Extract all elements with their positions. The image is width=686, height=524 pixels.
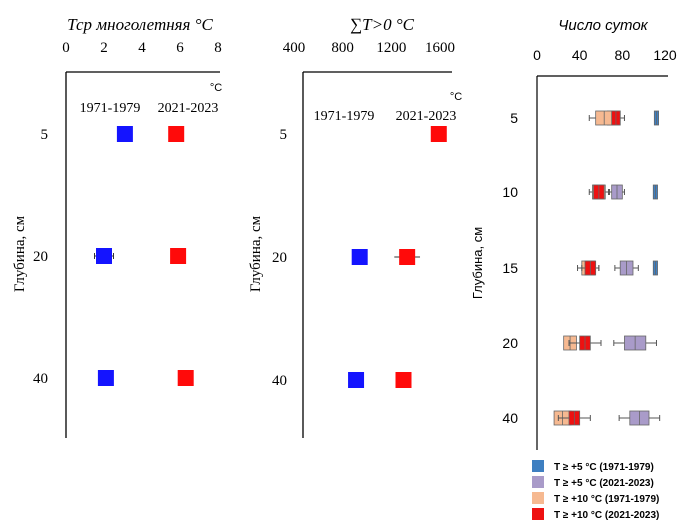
panel3-y-ticks: 5 10 15 20 40 xyxy=(502,110,518,426)
panel1-marks xyxy=(94,126,194,386)
panel1-point-1971 xyxy=(116,126,133,142)
panel2-x-ticks: 400 800 1200 1600 xyxy=(283,40,455,56)
panel2-header-1971: 1971-1979 xyxy=(314,109,375,124)
panel2-x-tick-label: 1200 xyxy=(376,40,406,56)
legend-swatch-4 xyxy=(532,508,544,520)
panel1-point-1971 xyxy=(97,370,114,386)
panel2-y-tick-label: 20 xyxy=(272,250,287,266)
panel3-x-tick-label: 0 xyxy=(533,47,541,63)
panel1-y-tick-label: 20 xyxy=(33,249,48,265)
legend-label-2: T ≥ +5 °C (2021-2023) xyxy=(554,478,654,489)
panel1-point-2021 xyxy=(168,126,185,142)
panel2-x-tick-label: 800 xyxy=(331,40,354,56)
panel2-y-label: Глубина, см xyxy=(248,215,264,292)
panel-mean-temperature: Тср многолетняя °C 0 2 4 6 8 °C 1971-1979 20… xyxy=(12,15,222,438)
panel1-header-1971: 1971-1979 xyxy=(80,101,141,116)
panel3-y-label: Глубина, см xyxy=(470,227,485,299)
panel2-x-tick-label: 1600 xyxy=(425,40,455,56)
panel2-point-1971 xyxy=(348,372,365,388)
panel3-title: Число суток xyxy=(558,17,648,34)
panel1-header-2021: 2021-2023 xyxy=(158,101,219,116)
panel1-point-2021 xyxy=(177,370,194,386)
panel2-y-ticks: 5 20 40 xyxy=(272,127,287,389)
panel-days-count: Число суток 0 40 80 120 Глубина, см 5 10 15 20… xyxy=(470,17,677,521)
panel3-y-tick-label: 20 xyxy=(502,335,518,351)
panel1-title: Тср многолетняя °C xyxy=(67,15,213,34)
panel2-point-2021 xyxy=(399,249,416,265)
panel2-header-2021: 2021-2023 xyxy=(396,109,457,124)
panel1-point-2021 xyxy=(170,248,187,264)
panel3-y-tick-label: 40 xyxy=(502,410,518,426)
panel1-x-tick-label: 8 xyxy=(214,40,222,56)
panel3-x-tick-label: 40 xyxy=(572,47,588,63)
panel2-marks xyxy=(348,126,447,388)
panel1-unit-label: °C xyxy=(210,82,222,94)
panel2-title: ∑T>0 °C xyxy=(350,15,415,34)
panel1-y-tick-label: 5 xyxy=(41,127,49,143)
panel3-x-tick-label: 80 xyxy=(615,47,631,63)
panel-temperature-sum: ∑T>0 °C 400 800 1200 1600 °C 1971-1979 2021… xyxy=(248,15,462,438)
panel1-x-tick-label: 6 xyxy=(176,40,184,56)
panel1-x-tick-label: 4 xyxy=(138,40,146,56)
panel3-x-tick-label: 120 xyxy=(653,47,677,63)
panel1-x-tick-label: 0 xyxy=(62,40,70,56)
panel3-y-tick-label: 15 xyxy=(502,260,518,276)
panel2-x-tick-label: 400 xyxy=(283,40,306,56)
panel3-y-tick-label: 5 xyxy=(510,110,518,126)
panel2-point-2021 xyxy=(395,372,412,388)
panel3-y-tick-label: 10 xyxy=(502,184,518,200)
legend-label-3: T ≥ +10 °C (1971-1979) xyxy=(554,494,659,505)
legend-label-4: T ≥ +10 °C (2021-2023) xyxy=(554,510,659,521)
legend-label-1: T ≥ +5 °C (1971-1979) xyxy=(554,462,654,473)
legend-swatch-1 xyxy=(532,460,544,472)
panel2-y-tick-label: 40 xyxy=(272,373,287,389)
panel1-point-1971 xyxy=(96,248,112,264)
panel1-x-ticks: 0 2 4 6 8 xyxy=(62,40,222,56)
panel2-point-2021 xyxy=(430,126,447,142)
panel1-y-tick-label: 40 xyxy=(33,371,48,387)
panel1-y-ticks: 5 20 40 xyxy=(33,127,48,387)
panel2-y-tick-label: 5 xyxy=(280,127,288,143)
panel1-x-tick-label: 2 xyxy=(100,40,108,56)
legend-swatch-2 xyxy=(532,476,544,488)
panel2-unit-label: °C xyxy=(450,91,462,103)
panel2-point-1971 xyxy=(351,249,368,265)
panel1-y-label: Глубина, см xyxy=(12,215,28,292)
panel3-marks xyxy=(553,110,661,426)
panel3-x-ticks: 0 40 80 120 xyxy=(533,47,677,63)
panel3-legend: T ≥ +5 °C (1971-1979) T ≥ +5 °C (2021-202… xyxy=(532,460,659,521)
legend-swatch-3 xyxy=(532,492,544,504)
